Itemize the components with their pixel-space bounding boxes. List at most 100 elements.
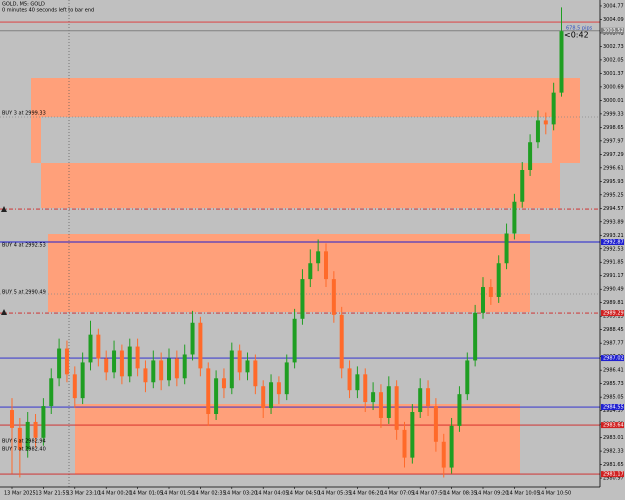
candle-body	[433, 406, 438, 442]
candle-body	[57, 348, 62, 379]
candle-body	[159, 360, 164, 381]
zone	[31, 117, 41, 163]
x-tick-label: 14 Mar 10:50	[538, 491, 571, 497]
x-tick-label: 14 Mar 01:05	[130, 491, 163, 497]
y-tick-label: 2984.37	[603, 408, 624, 414]
candle-body	[41, 406, 46, 438]
y-tick-label: 3004.09	[603, 17, 624, 23]
x-tick-label: 14 Mar 08:35	[444, 491, 477, 497]
candle-body	[88, 334, 93, 363]
x-tick-label: 14 Mar 07:50	[412, 491, 445, 497]
annotation: BUY 6 at 2982.94	[2, 439, 46, 445]
candle-body	[386, 386, 391, 418]
candle-body	[269, 382, 274, 409]
annotation: BUY 4 at 2992.53	[2, 243, 46, 249]
level-boxes: 3003.52 2992.87 2989.29 2987.02 2984.55 2983.…	[601, 27, 624, 478]
y-tick-label: 2999.33	[603, 111, 624, 117]
level-label: 2983.64	[603, 423, 624, 429]
levels	[0, 21, 600, 475]
x-tick-label: 14 Mar 10:05	[506, 491, 539, 497]
candle-body	[316, 251, 321, 264]
candle-body	[441, 441, 446, 468]
x-tick-label: 14 Mar 04:50	[287, 491, 320, 497]
x-tick-label: 14 Mar 04:05	[255, 491, 288, 497]
candle-body	[190, 322, 195, 355]
candle-body	[324, 251, 328, 280]
x-tick-label: 14 Mar 09:20	[475, 491, 508, 497]
candle-body	[331, 279, 336, 315]
candle-body	[347, 368, 352, 391]
candle-body	[104, 358, 109, 373]
candles	[10, 7, 564, 478]
candle-body	[339, 314, 344, 369]
candle-body	[457, 394, 462, 426]
candle-body	[143, 368, 148, 383]
annotation: BUY 7 at 2982.40	[2, 447, 46, 453]
y-tick-label: 2991.85	[603, 260, 624, 266]
level-label: 2989.29	[603, 311, 624, 317]
level-box	[601, 404, 624, 411]
zone	[31, 78, 580, 117]
level-box	[601, 355, 624, 362]
candle-body	[33, 421, 38, 438]
candle-body	[551, 92, 556, 125]
level-label: 2981.17	[603, 472, 624, 478]
y-tick-label: 2989.13	[603, 314, 624, 320]
candle-body	[426, 388, 431, 407]
candle-body	[245, 360, 250, 373]
candle-body	[410, 412, 415, 458]
level-label: 2984.55	[603, 405, 624, 411]
y-tick-label: 3000.01	[603, 98, 624, 104]
y-tick-label: 3001.37	[603, 71, 624, 77]
candle-body	[418, 388, 423, 413]
candle-body	[378, 392, 383, 418]
candle-body	[308, 263, 313, 280]
candle-body	[363, 374, 368, 403]
chart-title: GOLD, M5: GOLD	[2, 2, 45, 8]
zone	[41, 163, 560, 208]
distance: 678.5 pips	[566, 26, 593, 32]
zones	[31, 78, 580, 474]
y-tick-label: 3000.69	[603, 84, 624, 90]
y-tick-label: 2995.25	[603, 192, 624, 198]
zone	[75, 404, 520, 474]
candle-body	[292, 318, 297, 363]
y-tick-label: 2982.33	[603, 449, 624, 455]
marker	[1, 309, 7, 315]
candle-body	[135, 346, 140, 369]
candle-body	[174, 358, 179, 379]
y-tick-label: 2997.29	[603, 152, 624, 158]
y-tick-label: 2987.77	[603, 341, 624, 347]
y-tick-label: 2991.17	[603, 273, 624, 279]
candle-body	[496, 263, 501, 297]
y-tick-label: 2990.49	[603, 287, 624, 293]
y-tick-label: 2985.05	[603, 395, 624, 401]
candle-body	[214, 378, 219, 414]
candle-body	[465, 360, 470, 395]
candle-body	[276, 382, 281, 395]
y-tick-label: 3004.77	[603, 3, 624, 9]
y-tick-label: 2989.81	[603, 300, 624, 306]
level-box	[601, 27, 624, 34]
y-tick-label: 2997.97	[603, 138, 624, 144]
level-box	[601, 239, 624, 246]
level-label: 2987.02	[603, 356, 624, 362]
y-tick-label: 2980.97	[603, 476, 624, 482]
candle-body	[119, 350, 124, 377]
x-tick-label: 14 Mar 07:05	[381, 491, 414, 497]
candle-body	[151, 360, 156, 383]
candle-body	[355, 374, 360, 391]
level-box	[601, 422, 624, 429]
candle-body	[198, 322, 203, 369]
x-tick-label: 13 Mar 2025	[4, 491, 36, 497]
candle-body	[112, 350, 117, 373]
candle-body	[17, 427, 22, 450]
candle-body	[182, 354, 187, 379]
y-tick-label: 3002.73	[603, 44, 624, 50]
candle-body	[127, 346, 132, 377]
chart-subtitle: 0 minutes 40 seconds left to bar end	[2, 8, 94, 14]
candle-body	[528, 142, 533, 171]
annotation: BUY 3 at 2999.33	[2, 111, 46, 117]
candle-body	[535, 120, 540, 143]
